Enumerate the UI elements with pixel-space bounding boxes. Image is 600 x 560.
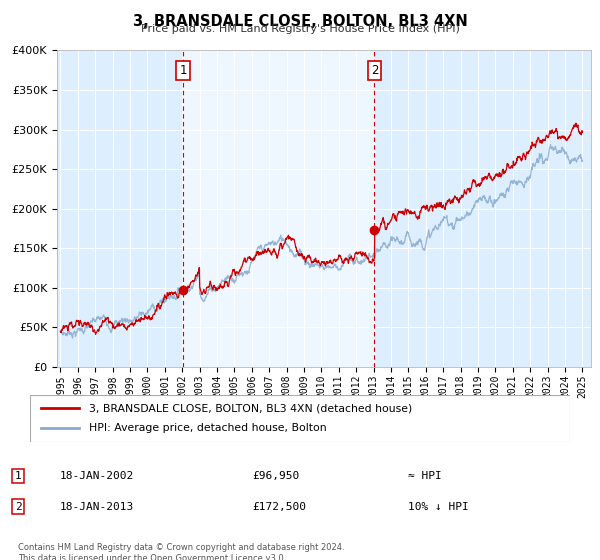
Text: 1: 1 xyxy=(14,471,22,481)
Text: £96,950: £96,950 xyxy=(252,471,299,481)
Text: 1: 1 xyxy=(179,64,187,77)
Text: ≈ HPI: ≈ HPI xyxy=(408,471,442,481)
Text: HPI: Average price, detached house, Bolton: HPI: Average price, detached house, Bolt… xyxy=(89,423,327,433)
Text: 3, BRANSDALE CLOSE, BOLTON, BL3 4XN: 3, BRANSDALE CLOSE, BOLTON, BL3 4XN xyxy=(133,14,467,29)
Text: 10% ↓ HPI: 10% ↓ HPI xyxy=(408,502,469,512)
Text: Contains HM Land Registry data © Crown copyright and database right 2024.
This d: Contains HM Land Registry data © Crown c… xyxy=(18,543,344,560)
Bar xyxy=(183,50,374,367)
Text: £172,500: £172,500 xyxy=(252,502,306,512)
Text: Price paid vs. HM Land Registry's House Price Index (HPI): Price paid vs. HM Land Registry's House … xyxy=(140,24,460,34)
Text: 18-JAN-2013: 18-JAN-2013 xyxy=(60,502,134,512)
Text: 2: 2 xyxy=(14,502,22,512)
Text: 18-JAN-2002: 18-JAN-2002 xyxy=(60,471,134,481)
Text: 2: 2 xyxy=(371,64,378,77)
Text: 3, BRANSDALE CLOSE, BOLTON, BL3 4XN (detached house): 3, BRANSDALE CLOSE, BOLTON, BL3 4XN (det… xyxy=(89,403,413,413)
